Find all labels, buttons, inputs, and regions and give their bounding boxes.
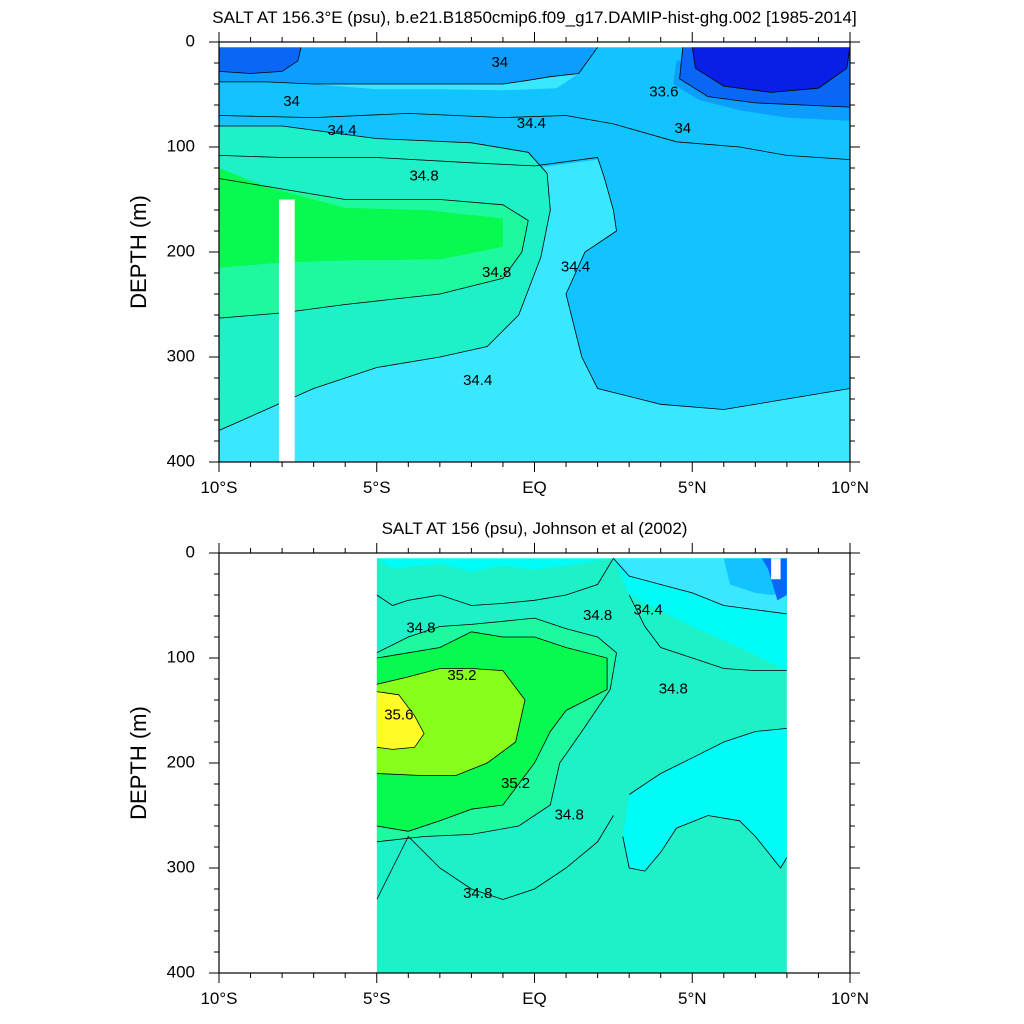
y-tick-label: 0	[186, 31, 195, 50]
salinity-region-2	[219, 47, 301, 74]
y-tick-label: 0	[186, 542, 195, 561]
contour-line-0	[219, 155, 850, 410]
contour-line-3	[219, 47, 302, 74]
contour-label: 34	[491, 54, 508, 71]
contour-label: 33.6	[649, 83, 678, 100]
contour-line-3	[376, 631, 608, 832]
contour-label: 34	[674, 120, 691, 137]
y-tick-label: 300	[167, 346, 195, 365]
x-tick-label: EQ	[522, 478, 547, 497]
contour-label: 34.4	[517, 115, 546, 132]
y-axis-title: DEPTH (m)	[126, 195, 151, 309]
contour-line-8	[622, 815, 787, 872]
contour-line-2	[219, 112, 850, 160]
x-tick-label: EQ	[522, 989, 547, 1008]
x-tick-label: 10°S	[200, 478, 237, 497]
contour-label: 34.8	[659, 680, 688, 697]
x-tick-label: 5°N	[678, 478, 707, 497]
y-tick-label: 100	[167, 647, 195, 666]
contour-label: 34.8	[406, 620, 435, 637]
contour-label: 34.4	[463, 372, 492, 389]
contour-label: 34.8	[409, 167, 438, 184]
contour-line-1	[376, 558, 614, 606]
contour-label: 34.4	[327, 122, 356, 139]
x-tick-label: 10°N	[831, 989, 869, 1008]
chart-title: SALT AT 156.3°E (psu), b.e21.B1850cmip6.…	[212, 8, 856, 27]
salinity-region-7	[376, 668, 525, 776]
missing-data-mask-0	[278, 199, 295, 462]
chart-title: SALT AT 156 (psu), Johnson et al (2002)	[382, 519, 688, 538]
contour-label: 35.2	[447, 667, 476, 684]
contour-line-7	[628, 728, 787, 795]
contour-line-5	[376, 691, 425, 750]
contour-label: 35.6	[384, 707, 413, 724]
y-tick-label: 400	[167, 962, 195, 981]
contour-line-4	[679, 47, 850, 108]
y-tick-label: 100	[167, 136, 195, 155]
contour-label: 34.8	[482, 264, 511, 281]
contour-line-5	[691, 47, 850, 93]
contour-line-4	[376, 668, 526, 776]
contour-label: 34	[283, 93, 300, 110]
salinity-region-8	[376, 691, 425, 750]
contour-label: 35.2	[501, 775, 530, 792]
contour-line-2	[376, 617, 617, 843]
y-tick-label: 400	[167, 451, 195, 470]
contour-line-6	[219, 125, 551, 431]
contour-label: 34.8	[463, 885, 492, 902]
y-axis-title: DEPTH (m)	[126, 706, 151, 820]
salinity-region-4	[692, 47, 850, 93]
y-tick-label: 200	[167, 241, 195, 260]
contour-label: 34.8	[555, 806, 584, 823]
contour-field: 34 34 33.6 34.4 34.4 34 34.8 34.8 34.4 34.4	[219, 47, 850, 462]
x-tick-label: 5°S	[363, 989, 391, 1008]
x-tick-label: 10°N	[831, 478, 869, 497]
x-tick-label: 5°N	[678, 989, 707, 1008]
contour-line-6	[628, 594, 787, 671]
contour-label: 34.8	[583, 607, 612, 624]
contour-line-0	[613, 558, 787, 615]
contour-line-9	[376, 815, 614, 900]
x-tick-label: 5°S	[363, 478, 391, 497]
contour-label: 34.4	[561, 259, 590, 276]
salinity-region-4	[622, 728, 787, 872]
salinity-region-0	[219, 47, 850, 410]
y-tick-label: 200	[167, 752, 195, 771]
model-salinity-panel: 34 34 33.6 34.4 34.4 34 34.8 34.8 34.4 34.4 10°S 5°…	[126, 8, 869, 497]
y-tick-label: 300	[167, 857, 195, 876]
contour-label: 34.4	[633, 602, 662, 619]
contour-line-1	[219, 47, 598, 85]
missing-data-mask-0	[771, 558, 781, 580]
salinity-region-3	[761, 558, 787, 601]
contour-field: 34.8 34.8 34.4 35.2 35.6 35.2 34.8 34.8 34.8	[376, 558, 787, 973]
observed-salinity-panel: 34.8 34.8 34.4 35.2 35.6 35.2 34.8 34.8 34.8 10°S…	[126, 519, 869, 1008]
contour-line-7	[219, 178, 529, 319]
x-tick-label: 10°S	[200, 989, 237, 1008]
